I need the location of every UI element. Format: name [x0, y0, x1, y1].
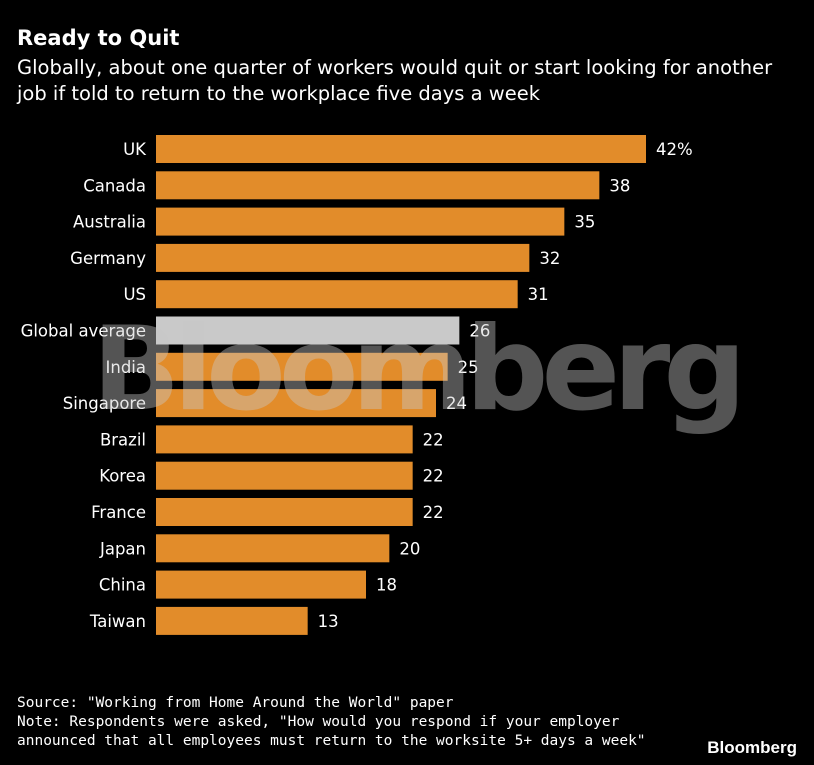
category-label: Brazil — [100, 430, 146, 449]
bar-brazil — [156, 425, 413, 454]
chart-footer: Source: "Working from Home Around the Wo… — [17, 694, 646, 751]
bar-germany — [156, 243, 530, 272]
bar-canada — [156, 171, 600, 200]
bar-chart: UK 42% Canada 38 Australia 35 Germany 32 US 31 Glo… — [21, 135, 693, 635]
category-label: India — [106, 358, 147, 377]
value-label: 22 — [423, 467, 444, 486]
value-label: 20 — [399, 539, 420, 558]
chart-title: Ready to Quit — [17, 26, 180, 50]
value-label: 22 — [423, 503, 444, 522]
category-label: China — [99, 576, 146, 595]
value-label: 31 — [528, 285, 549, 304]
bar-uk — [156, 135, 646, 163]
note-line-1: Note: Respondents were asked, "How would… — [17, 714, 620, 730]
bar-france — [156, 498, 413, 526]
bar-australia — [156, 207, 565, 236]
value-label: 22 — [423, 430, 444, 449]
value-label: 24 — [446, 394, 467, 413]
note-line-2: announced that all employees must return… — [17, 733, 646, 749]
bar-singapore — [156, 389, 436, 418]
category-label: US — [123, 285, 146, 304]
category-label: Canada — [83, 176, 146, 195]
value-label: 38 — [609, 176, 630, 195]
category-label: Global average — [21, 322, 146, 341]
bar-india — [156, 352, 448, 381]
category-label: Australia — [73, 213, 146, 232]
value-label: 13 — [318, 612, 339, 631]
bar-global-average — [156, 316, 460, 345]
source-note: Source: "Working from Home Around the Wo… — [17, 695, 454, 711]
bar-us — [156, 280, 518, 309]
bar-taiwan — [156, 606, 308, 635]
chart-subtitle: Globally, about one quarter of workers w… — [17, 56, 773, 105]
value-label: 32 — [539, 249, 560, 268]
category-label: UK — [123, 140, 147, 159]
category-label: Taiwan — [89, 612, 146, 631]
value-label: 42% — [656, 140, 693, 159]
category-label: Singapore — [63, 394, 146, 413]
value-label: 25 — [458, 358, 479, 377]
value-label: 18 — [376, 576, 397, 595]
category-label: Japan — [99, 539, 146, 558]
value-label: 26 — [469, 322, 490, 341]
category-label: Germany — [70, 249, 146, 268]
category-label: Korea — [99, 467, 146, 486]
bar-japan — [156, 534, 390, 563]
bar-china — [156, 570, 366, 599]
value-label: 35 — [574, 213, 595, 232]
bar-korea — [156, 461, 413, 490]
category-label: France — [91, 503, 146, 522]
bloomberg-logo: Bloomberg — [707, 738, 797, 757]
